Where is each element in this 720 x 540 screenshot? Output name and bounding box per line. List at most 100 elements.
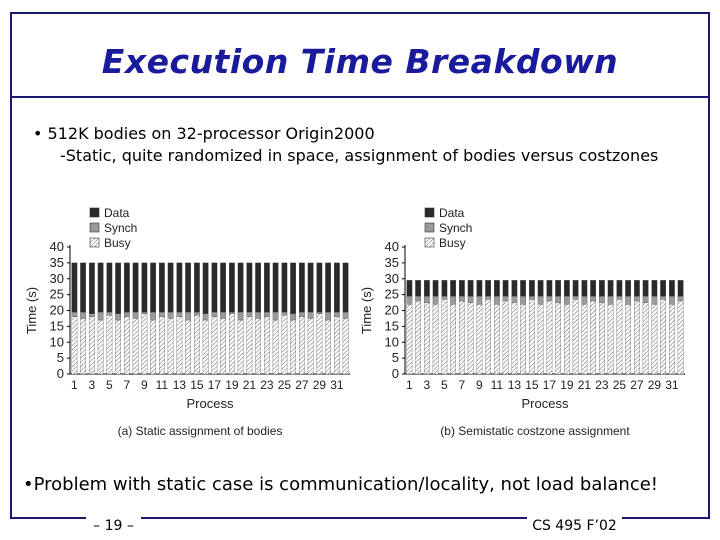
bar-synch — [459, 296, 465, 302]
bar-busy — [194, 315, 200, 375]
legend-label-busy: Busy — [439, 236, 466, 250]
bar-busy — [529, 299, 535, 375]
bar-busy — [625, 304, 631, 375]
y-tick-label: 40 — [385, 239, 399, 254]
x-tick-label: 15 — [525, 378, 539, 392]
bar-data — [599, 280, 605, 297]
bar-data — [546, 280, 553, 297]
x-tick-label: 7 — [459, 378, 466, 392]
bar-data — [89, 262, 95, 314]
bar-synch — [476, 296, 483, 305]
bar-synch — [264, 311, 270, 318]
bar-data — [529, 280, 535, 297]
bar-data — [502, 280, 509, 297]
course-label: CS 495 F’02 — [527, 512, 622, 540]
bar-busy — [159, 316, 165, 375]
y-tick-label: 0 — [392, 366, 399, 381]
bar-busy — [564, 304, 570, 375]
bar-data — [467, 280, 474, 297]
bar-data — [616, 280, 623, 297]
bar-data — [555, 280, 561, 297]
bar-synch — [229, 311, 235, 314]
bar-busy — [669, 304, 675, 375]
bar-data — [71, 262, 78, 313]
bar-busy — [246, 316, 253, 375]
bar-synch — [141, 311, 148, 314]
bar-data — [237, 262, 244, 313]
bar-data — [511, 280, 518, 297]
bar-synch — [450, 296, 456, 305]
x-tick-label: 31 — [330, 378, 344, 392]
y-tick-label: 0 — [57, 366, 64, 381]
body-frame — [10, 98, 710, 518]
y-tick-label: 30 — [385, 271, 399, 286]
x-tick-label: 1 — [406, 378, 413, 392]
bar-busy — [642, 302, 649, 375]
x-tick-label: 21 — [243, 378, 257, 392]
bar-busy — [467, 302, 474, 375]
bar-data — [255, 262, 261, 313]
x-tick-label: 23 — [595, 378, 609, 392]
x-tick-label: 9 — [141, 378, 148, 392]
bar-synch — [651, 296, 658, 305]
bar-busy — [211, 316, 218, 375]
bar-data — [124, 262, 130, 313]
y-tick-label: 35 — [385, 255, 399, 270]
bar-busy — [176, 316, 183, 375]
bar-busy — [502, 300, 509, 375]
y-tick-label: 15 — [50, 318, 64, 333]
bar-synch — [590, 296, 596, 302]
bar-data — [677, 280, 684, 297]
bar-data — [272, 262, 279, 313]
bar-busy — [415, 300, 421, 375]
bar-data — [625, 280, 631, 297]
bar-synch — [106, 311, 113, 316]
bar-synch — [432, 296, 439, 305]
bar-busy — [132, 318, 139, 375]
legend-swatch-data — [424, 207, 435, 218]
bar-busy — [307, 318, 314, 375]
bar-synch — [555, 296, 561, 303]
x-axis-label: Process — [522, 396, 569, 411]
bar-busy — [325, 319, 331, 375]
bar-synch — [441, 296, 448, 300]
bar-synch — [660, 296, 666, 300]
bar-synch — [237, 311, 244, 321]
bar-synch — [529, 296, 535, 300]
y-tick-label: 20 — [50, 303, 64, 318]
bar-data — [141, 262, 148, 313]
bar-synch — [272, 311, 279, 321]
bar-data — [281, 262, 288, 313]
bar-busy — [264, 316, 270, 375]
title-frame — [10, 12, 710, 98]
bar-busy — [334, 316, 340, 375]
bar-busy — [115, 319, 121, 375]
bar-data — [106, 262, 113, 313]
x-axis-label: Process — [187, 396, 234, 411]
legend-swatch-busy — [424, 237, 435, 248]
bar-synch — [599, 296, 605, 303]
x-tick-label: 25 — [278, 378, 292, 392]
bar-busy — [546, 300, 553, 375]
y-tick-label: 5 — [392, 350, 399, 365]
legend-label-synch: Synch — [439, 221, 472, 235]
bar-busy — [677, 300, 684, 375]
bar-data — [194, 262, 200, 313]
bar-data — [159, 262, 165, 313]
bar-synch — [625, 296, 631, 305]
bar-synch — [255, 311, 261, 319]
chart-title: (b) Semistatic costzone assignment — [440, 424, 630, 438]
bar-data — [97, 262, 104, 313]
legend-label-synch: Synch — [104, 221, 137, 235]
bar-data — [334, 262, 340, 313]
bar-synch — [167, 311, 174, 319]
x-tick-label: 3 — [424, 378, 431, 392]
x-tick-label: 13 — [173, 378, 187, 392]
bar-busy — [511, 302, 518, 375]
bar-data — [590, 280, 596, 297]
bar-data — [185, 262, 191, 313]
bar-busy — [281, 315, 288, 375]
legend-swatch-data — [89, 207, 100, 218]
bar-busy — [476, 304, 483, 375]
bar-busy — [255, 318, 261, 375]
